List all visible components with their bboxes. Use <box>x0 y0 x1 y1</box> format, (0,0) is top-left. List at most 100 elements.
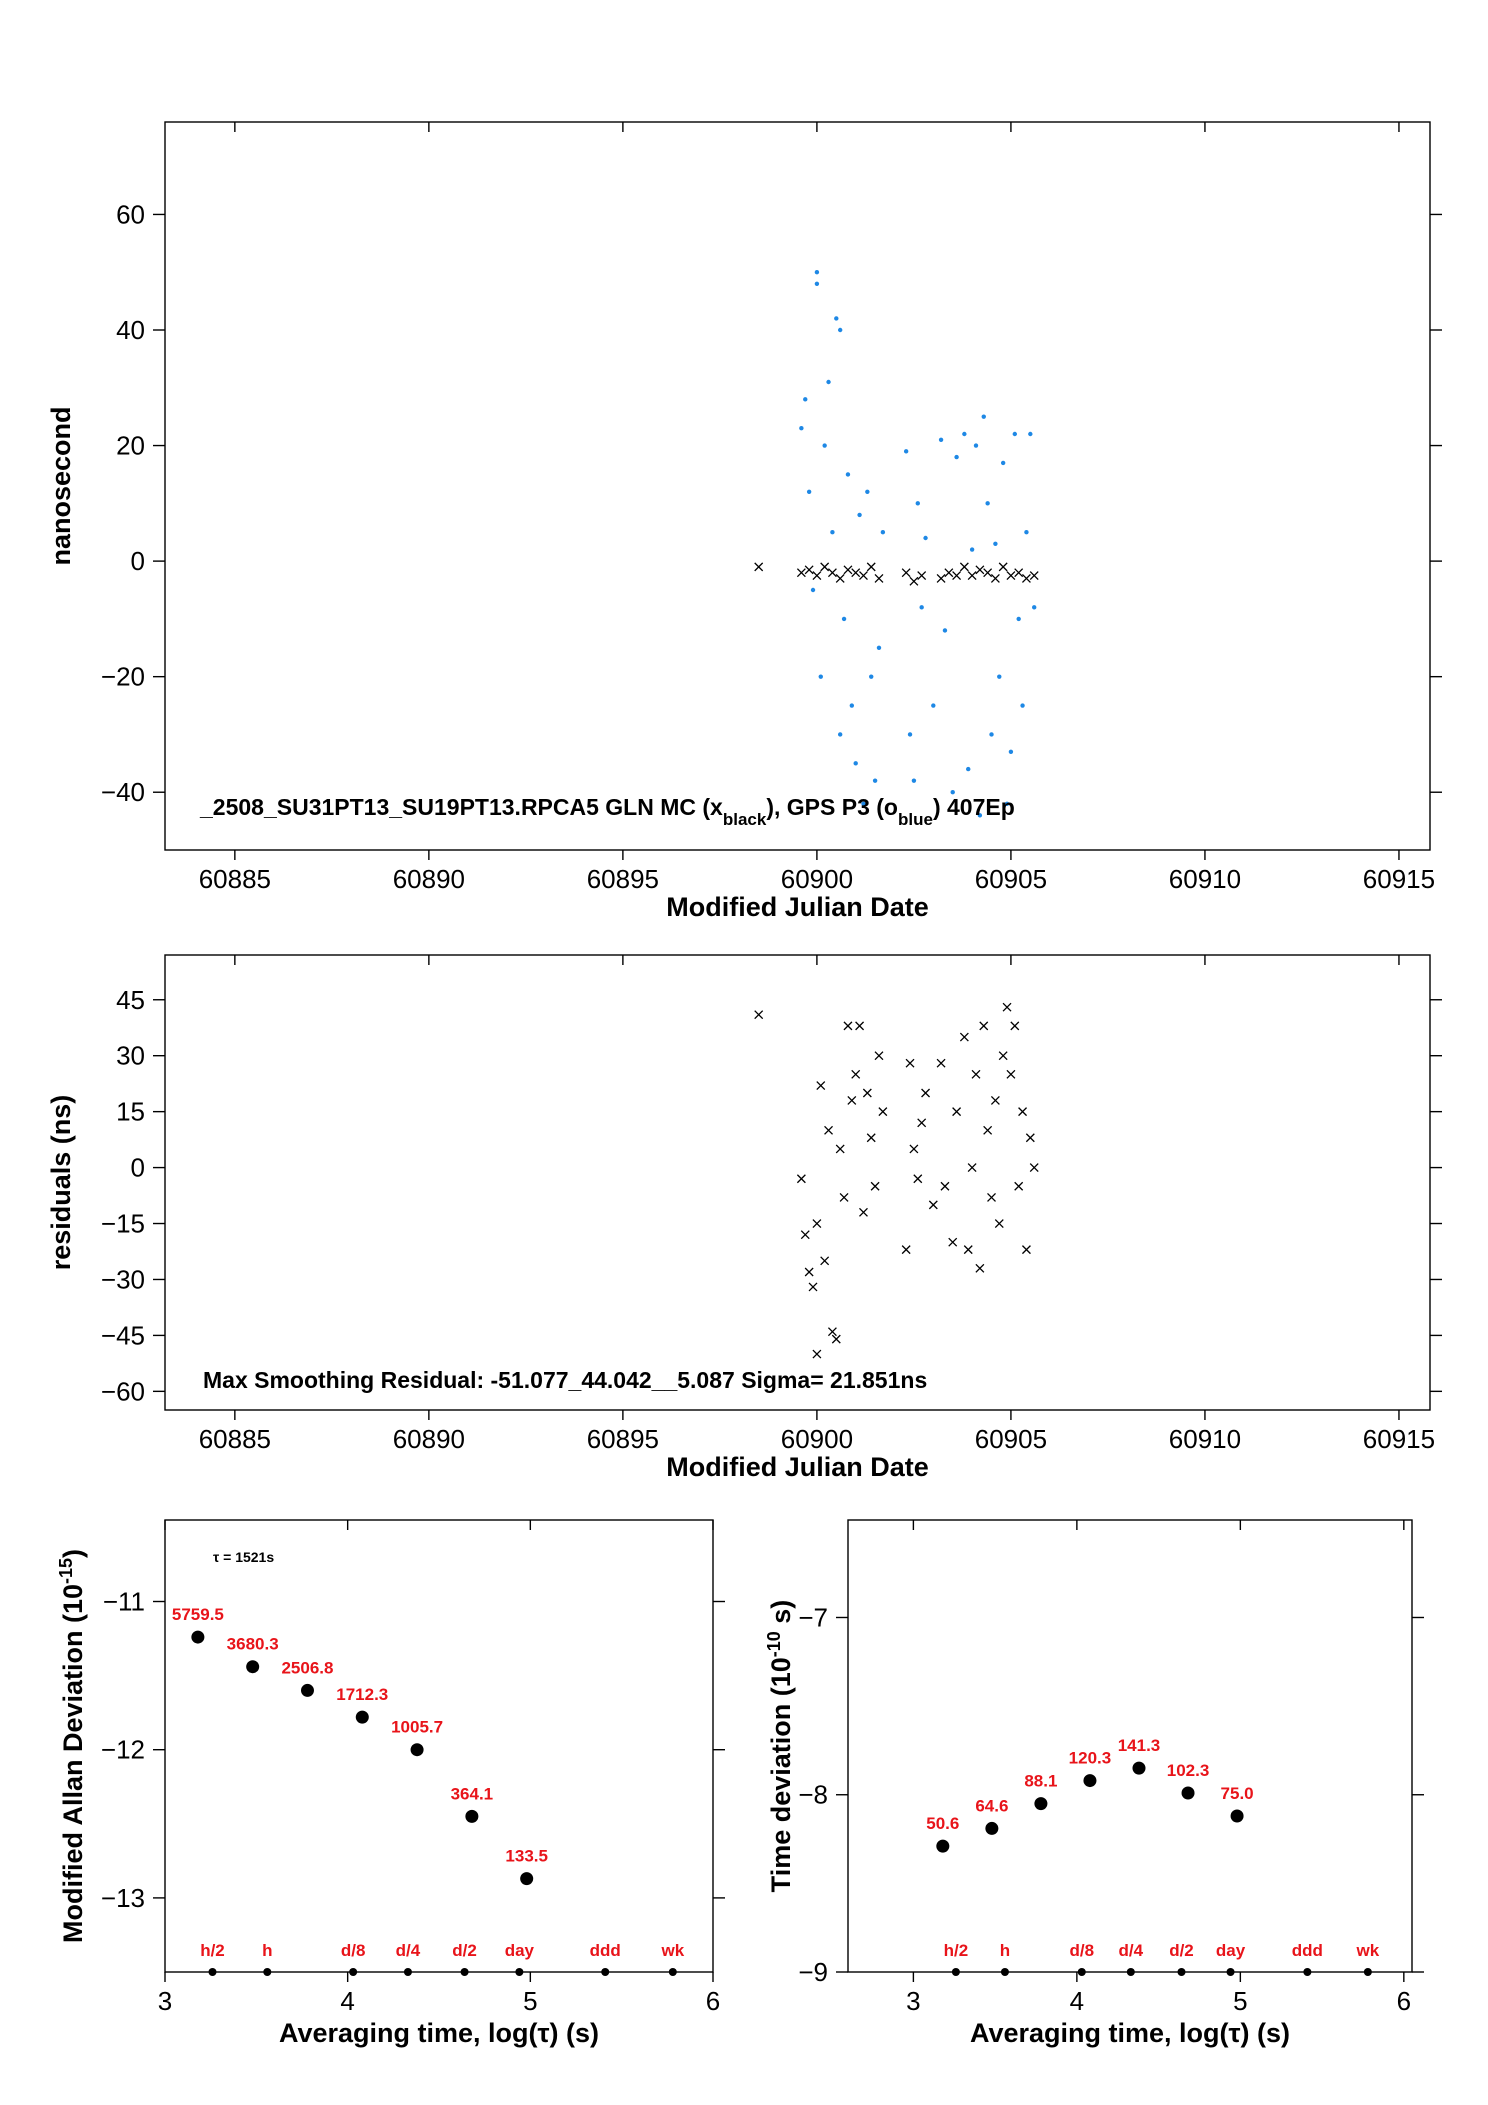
data-label: 364.1 <box>451 1784 494 1803</box>
residual-point <box>909 1144 919 1154</box>
data-label: 64.6 <box>975 1796 1008 1815</box>
residual-point <box>928 1200 938 1210</box>
gps-p3-point <box>861 801 866 806</box>
interval-marker <box>951 1968 960 1976</box>
gps-p3-point <box>857 512 862 518</box>
gps-p3-point <box>1008 749 1014 754</box>
deviation-point <box>1083 1774 1097 1788</box>
gps-p3-point <box>841 616 847 622</box>
x-axis-label: Modified Julian Date <box>666 1452 929 1482</box>
x-tick-label: 3 <box>158 1986 172 2016</box>
interval-marker <box>263 1968 272 1976</box>
y-tick-label: 45 <box>116 985 145 1015</box>
residual-point <box>921 1088 931 1098</box>
interval-label: h/2 <box>200 1941 225 1960</box>
y-tick-label: −30 <box>101 1264 145 1294</box>
interval-label: h/2 <box>944 1941 969 1960</box>
data-label: 75.0 <box>1221 1784 1254 1803</box>
tau-annotation: τ = 1521s <box>213 1549 274 1565</box>
data-label: 2506.8 <box>281 1658 333 1677</box>
residual-point <box>905 1058 915 1068</box>
residual-point <box>847 1095 857 1105</box>
x-tick-label: 60910 <box>1169 864 1241 894</box>
interval-marker <box>1126 1968 1135 1976</box>
gps-p3-point <box>830 530 835 535</box>
residual-point <box>859 1207 868 1217</box>
residual-point <box>808 1282 818 1292</box>
x-axis-label: Averaging time, log(τ) (s) <box>279 2018 599 2048</box>
interval-marker <box>601 1968 610 1976</box>
residual-point <box>1010 1021 1020 1031</box>
plot-frame <box>164 954 1431 1411</box>
residual-point <box>824 1125 834 1135</box>
deviation-point <box>300 1683 314 1697</box>
x-tick-label: 4 <box>340 1986 354 2016</box>
interval-marker <box>1363 1968 1372 1976</box>
gps-p3-point <box>806 489 812 494</box>
interval-marker <box>208 1968 217 1976</box>
y-tick-label: 30 <box>116 1041 145 1071</box>
x-tick-label: 60890 <box>393 864 465 894</box>
x-tick-label: 60905 <box>975 1424 1047 1454</box>
y-tick-label: −40 <box>101 777 145 807</box>
data-label: 5759.5 <box>172 1605 224 1624</box>
gps-p3-point <box>919 605 924 610</box>
x-tick-label: 60885 <box>199 864 271 894</box>
data-label: 141.3 <box>1118 1736 1161 1755</box>
interval-label: day <box>1216 1941 1246 1960</box>
gps-p3-point <box>814 281 820 286</box>
interval-label: wk <box>660 1941 684 1960</box>
gps-p3-point <box>989 732 994 737</box>
x-tick-label: 4 <box>1070 1986 1084 2016</box>
x-tick-label: 60910 <box>1169 1424 1241 1454</box>
panel-annotation: Max Smoothing Residual: -51.077_44.042__… <box>203 1367 927 1393</box>
y-tick-label: −11 <box>103 1587 145 1617</box>
gps-p3-point <box>966 766 971 772</box>
y-tick-label: 40 <box>116 315 145 345</box>
gps-p3-point <box>834 316 839 321</box>
residual-point <box>827 1327 837 1337</box>
residual-point <box>983 1125 993 1135</box>
gps-p3-point <box>1004 801 1010 806</box>
residual-point <box>971 1069 981 1079</box>
interval-marker <box>1226 1968 1235 1976</box>
gln-mc-point <box>835 573 845 583</box>
residual-point <box>1002 1002 1012 1012</box>
gln-mc-point <box>917 571 927 581</box>
residual-point <box>913 1174 923 1184</box>
data-label: 3680.3 <box>227 1635 279 1654</box>
gps-p3-point <box>869 674 874 679</box>
residual-point <box>994 1219 1004 1228</box>
x-tick-label: 60895 <box>587 864 659 894</box>
y-tick-label: 15 <box>116 1097 145 1127</box>
gps-p3-point <box>923 535 928 541</box>
gps-p3-point <box>849 703 855 708</box>
data-label: 88.1 <box>1024 1772 1057 1791</box>
gln-mc-point <box>901 568 911 578</box>
residual-point <box>866 1133 876 1143</box>
residual-point <box>874 1051 884 1061</box>
residual-point <box>1018 1107 1028 1117</box>
residual-point <box>952 1107 962 1117</box>
interval-marker <box>403 1968 412 1976</box>
gln-mc-point <box>1021 573 1031 583</box>
y-tick-label: 20 <box>116 431 145 461</box>
deviation-point <box>985 1821 999 1835</box>
residual-point <box>851 1069 861 1079</box>
gln-mc-point <box>990 573 1000 583</box>
residual-point <box>796 1174 806 1184</box>
gps-p3-point <box>814 270 820 275</box>
x-tick-label: 60915 <box>1363 864 1435 894</box>
gps-p3-point <box>969 547 975 552</box>
gln-mc-point <box>820 562 830 572</box>
time-deviation-panel: 3 4 5 6 −9 −8 −7 Averaging time, log(τ) (s) Time… <box>764 1519 1424 2048</box>
gln-mc-point <box>909 576 919 586</box>
deviation-point <box>246 1660 260 1674</box>
gps-p3-point <box>938 437 944 442</box>
gln-mc-point <box>975 565 985 575</box>
deviation-point <box>520 1872 534 1886</box>
gln-mc-point <box>1029 571 1039 581</box>
y-tick-label: −45 <box>101 1320 145 1350</box>
gln-mc-point <box>998 562 1008 572</box>
x-tick-label: 60895 <box>587 1424 659 1454</box>
